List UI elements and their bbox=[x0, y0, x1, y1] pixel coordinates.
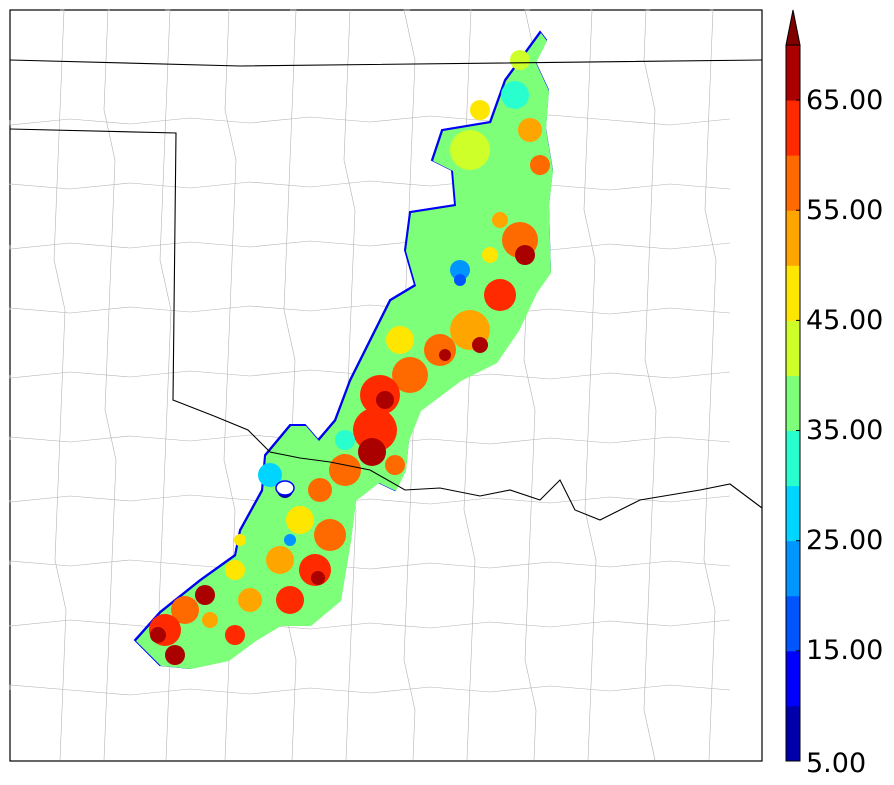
county-line bbox=[9, 239, 731, 251]
colorbar-segment bbox=[786, 540, 800, 597]
colorbar-tick-labels: 5.00 15.00 25.00 35.00 45.00 55.00 65.00 bbox=[806, 85, 883, 779]
reflectivity-cell bbox=[286, 506, 314, 534]
colorbar-segment bbox=[786, 320, 800, 376]
state-border-north bbox=[9, 59, 763, 67]
reflectivity-cell bbox=[308, 478, 332, 502]
colorbar-tick-label: 15.00 bbox=[806, 635, 883, 666]
reflectivity-cell bbox=[150, 627, 166, 643]
reflectivity-cell bbox=[472, 337, 488, 353]
reflectivity-cell bbox=[454, 274, 466, 286]
reflectivity-cell bbox=[329, 454, 361, 486]
reflectivity-cell bbox=[225, 625, 245, 645]
colorbar-segment bbox=[786, 430, 800, 487]
reflectivity-cell bbox=[492, 212, 508, 228]
reflectivity-cell bbox=[311, 571, 325, 585]
county-line bbox=[9, 179, 731, 191]
reflectivity-cell bbox=[474, 174, 506, 206]
county-line bbox=[53, 9, 67, 761]
colorbar-segment bbox=[786, 375, 800, 432]
reflectivity-cell bbox=[238, 588, 262, 612]
colorbar-tick-label: 35.00 bbox=[806, 415, 883, 446]
county-line bbox=[103, 9, 117, 761]
colorbar-segment bbox=[786, 100, 800, 156]
reflectivity-cell bbox=[335, 430, 355, 450]
reflectivity-cell bbox=[358, 438, 386, 466]
reflectivity-cell bbox=[266, 546, 294, 574]
reflectivity-cell bbox=[501, 81, 529, 109]
reflectivity-cell bbox=[234, 534, 246, 546]
colorbar-segment bbox=[786, 45, 800, 101]
colorbar-extend-arrow bbox=[785, 9, 801, 46]
reflectivity-cell bbox=[424, 334, 456, 366]
reflectivity-cell bbox=[439, 349, 451, 361]
reflectivity-cell bbox=[482, 247, 498, 263]
reflectivity-cell bbox=[386, 326, 414, 354]
reflectivity-cell bbox=[258, 463, 282, 487]
colorbar-segment bbox=[786, 265, 800, 321]
colorbar-segment bbox=[786, 705, 800, 762]
colorbar bbox=[785, 9, 801, 762]
reflectivity-cell bbox=[314, 519, 346, 551]
reflectivity-cell bbox=[510, 50, 530, 70]
colorbar-tick-label: 65.00 bbox=[806, 85, 883, 116]
colorbar-tick-label: 45.00 bbox=[806, 305, 883, 336]
reflectivity-cell bbox=[392, 357, 428, 393]
county-line bbox=[643, 9, 657, 761]
colorbar-tick-label: 25.00 bbox=[806, 525, 883, 556]
reflectivity-cell bbox=[276, 586, 304, 614]
reflectivity-cell bbox=[450, 130, 490, 170]
county-line bbox=[9, 114, 731, 126]
reflectivity-cell bbox=[385, 455, 405, 475]
reflectivity-cell bbox=[195, 585, 215, 605]
precip-field bbox=[133, 30, 554, 670]
state-borders bbox=[9, 59, 763, 521]
reflectivity-cell bbox=[171, 596, 199, 624]
county-line bbox=[9, 684, 731, 696]
colorbar-segment bbox=[786, 650, 800, 707]
reflectivity-cell bbox=[202, 612, 218, 628]
reflectivity-cell bbox=[284, 534, 296, 546]
colorbar-outline bbox=[785, 44, 801, 762]
reflectivity-cell bbox=[450, 260, 470, 280]
swath-hole bbox=[275, 480, 295, 496]
colorbar-tick-label: 5.00 bbox=[806, 748, 866, 779]
county-line bbox=[283, 9, 297, 761]
county-line bbox=[9, 619, 731, 631]
reflectivity-cell bbox=[518, 118, 542, 142]
reflectivity-cell bbox=[165, 645, 185, 665]
colorbar-tick-label: 55.00 bbox=[806, 195, 883, 226]
reflectivity-cell bbox=[470, 100, 490, 120]
reflectivity-cell bbox=[530, 155, 550, 175]
colorbar-segment bbox=[786, 595, 800, 652]
colorbar-segment bbox=[786, 155, 800, 211]
reflectivity-cell bbox=[376, 391, 394, 409]
county-line bbox=[9, 369, 731, 381]
colorbar-segment bbox=[786, 210, 800, 266]
county-line bbox=[583, 9, 597, 761]
reflectivity-cell bbox=[484, 279, 516, 311]
colorbar-segment bbox=[786, 485, 800, 542]
state-border-panhandle bbox=[9, 128, 763, 521]
reflectivity-cell bbox=[225, 560, 245, 580]
reflectivity-cell bbox=[515, 245, 535, 265]
county-line bbox=[9, 304, 731, 316]
county-line bbox=[703, 9, 717, 761]
